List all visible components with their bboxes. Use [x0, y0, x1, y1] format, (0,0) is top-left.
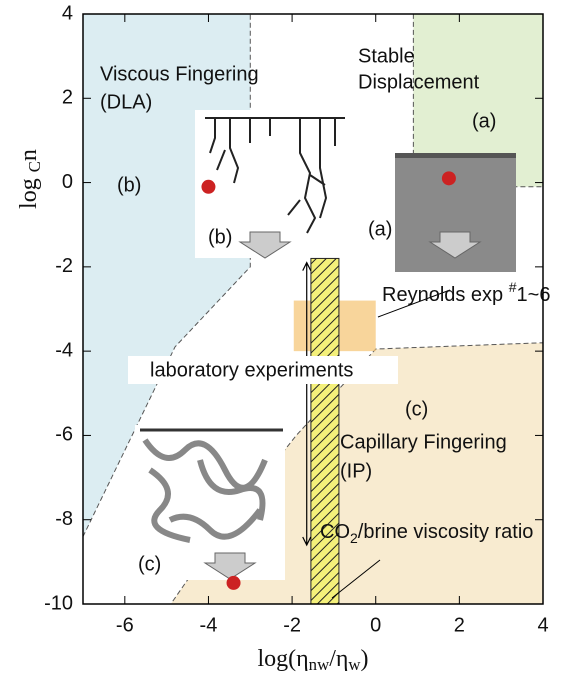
x-tick-label: -4 — [200, 614, 218, 636]
reynolds-label-part: 1~6 — [517, 284, 551, 306]
region-title: Viscous Fingering — [100, 63, 259, 85]
y-tick-label: 4 — [62, 2, 73, 24]
image-tag: (a) — [368, 218, 392, 240]
chart: Viscous Fingering (DLA) Stable Displacem… — [0, 0, 587, 679]
x-axis-label-part: /η — [329, 646, 348, 672]
y-axis-label: log Cn — [16, 149, 44, 209]
x-axis-label: log(ηnw/ηw) — [257, 646, 368, 674]
x-tick-label: -6 — [116, 614, 134, 636]
region-label: (IP) — [340, 460, 372, 482]
y-tick-label: -2 — [55, 255, 73, 277]
point — [201, 180, 215, 194]
co2-label-part: 2 — [350, 530, 358, 546]
x-axis-label-part: log(η — [257, 646, 308, 672]
y-axis-label-part: C — [25, 161, 44, 172]
region-tag: (b) — [117, 174, 141, 196]
image-tag: (c) — [138, 553, 161, 575]
y-tick-label: 0 — [62, 171, 73, 193]
region-title: Capillary Fingering — [340, 431, 507, 453]
x-tick-label: -2 — [283, 614, 301, 636]
y-tick-label: -6 — [55, 424, 73, 446]
x-tick-label: 4 — [537, 614, 548, 636]
co2-band — [311, 258, 339, 604]
reynolds-label-part: # — [509, 279, 517, 295]
x-axis-label-part: w — [348, 655, 361, 674]
x-axis-label-part: ) — [361, 646, 369, 672]
y-tick-label: 2 — [62, 87, 73, 109]
region-tag: (c) — [405, 398, 428, 420]
y-axis-label-part: log — [16, 172, 42, 209]
y-tick-label: -4 — [55, 339, 73, 361]
x-axis-label-part: nw — [309, 655, 330, 674]
x-tick-label: 2 — [454, 614, 465, 636]
region-label: (DLA) — [100, 91, 152, 113]
y-tick-label: -8 — [55, 508, 73, 530]
reynolds-label-part: Reynolds exp — [382, 284, 509, 306]
point — [227, 576, 241, 590]
y-axis-label-part: n — [16, 149, 42, 161]
x-tick-label: 0 — [370, 614, 381, 636]
y-tick-label: -10 — [44, 592, 73, 614]
image-tag: (b) — [208, 226, 232, 248]
reynolds-label: Reynolds exp #1~6 — [382, 279, 550, 307]
region-title: Stable — [358, 45, 415, 67]
co2-label-part: CO — [320, 521, 350, 543]
point — [442, 171, 456, 185]
inset-front — [395, 153, 516, 158]
lab-label: laboratory experiments — [150, 359, 353, 381]
region-label: Displacement — [358, 71, 480, 93]
region-tag: (a) — [472, 110, 496, 132]
co2-label-part: /brine viscosity ratio — [358, 521, 534, 543]
